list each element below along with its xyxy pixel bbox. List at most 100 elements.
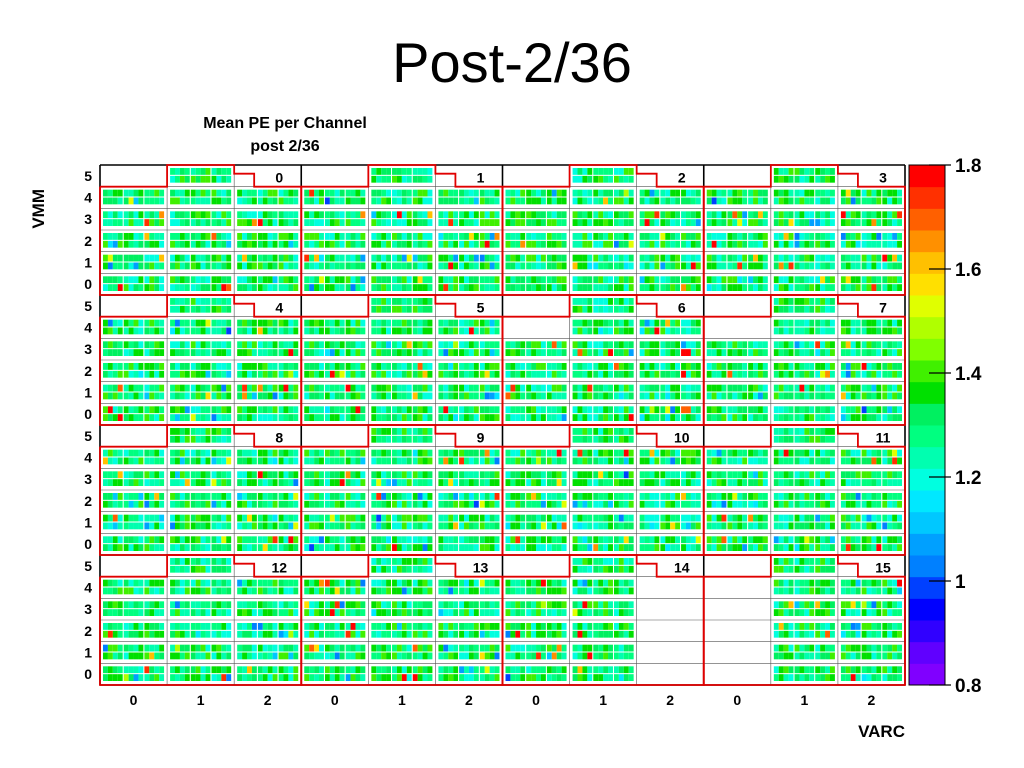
- heatmap-pixel: [211, 579, 217, 587]
- heatmap-pixel: [154, 197, 160, 205]
- heatmap-pixel: [211, 544, 217, 551]
- heatmap-pixel: [608, 189, 613, 197]
- heatmap-pixel: [825, 493, 830, 500]
- heatmap-pixel: [773, 544, 779, 551]
- heatmap-pixel: [216, 579, 222, 587]
- heatmap-pixel: [690, 544, 696, 551]
- heatmap-pixel: [639, 536, 645, 544]
- heatmap-pixel: [190, 471, 196, 479]
- heatmap-pixel: [304, 284, 310, 291]
- heatmap-pixel: [205, 587, 211, 595]
- heatmap-pixel: [628, 305, 634, 313]
- heatmap-pixel: [195, 428, 201, 435]
- heatmap-pixel: [324, 457, 330, 465]
- heatmap-pixel: [727, 544, 733, 551]
- heatmap-pixel: [406, 414, 412, 421]
- heatmap-pixel: [783, 197, 789, 205]
- heatmap-pixel: [154, 349, 160, 356]
- heatmap-pixel: [484, 449, 490, 457]
- heatmap-pixel: [406, 428, 412, 435]
- heatmap-pixel: [753, 189, 758, 197]
- heatmap-pixel: [855, 449, 861, 457]
- heatmap-pixel: [799, 189, 805, 197]
- heatmap-pixel: [582, 327, 588, 335]
- heatmap-pixel: [283, 262, 289, 270]
- heatmap-pixel: [422, 197, 428, 205]
- heatmap-pixel: [748, 370, 754, 378]
- heatmap-pixel: [778, 319, 784, 327]
- heatmap-pixel: [536, 254, 541, 262]
- heatmap-pixel: [556, 406, 562, 414]
- heatmap-pixel: [401, 428, 407, 435]
- heatmap-pixel: [783, 233, 789, 240]
- heatmap-pixel: [809, 284, 815, 291]
- heatmap-pixel: [159, 579, 165, 587]
- heatmap-pixel: [376, 406, 382, 414]
- heatmap-pixel: [788, 197, 794, 205]
- heatmap-pixel: [221, 327, 227, 335]
- heatmap-pixel: [572, 435, 578, 443]
- heatmap-pixel: [417, 284, 423, 291]
- heatmap-pixel: [412, 298, 418, 305]
- heatmap-pixel: [536, 189, 541, 197]
- heatmap-pixel: [443, 276, 449, 284]
- heatmap-cell: [304, 211, 366, 226]
- heatmap-pixel: [350, 449, 356, 457]
- heatmap-pixel: [670, 211, 676, 219]
- heatmap-pixel: [675, 233, 681, 240]
- heatmap-pixel: [179, 587, 185, 595]
- heatmap-pixel: [339, 197, 345, 205]
- heatmap-pixel: [144, 327, 150, 335]
- heatmap-pixel: [742, 471, 748, 479]
- heatmap-pixel: [644, 240, 650, 248]
- heatmap-pixel: [820, 168, 826, 175]
- heatmap-pixel: [598, 262, 604, 270]
- heatmap-pixel: [489, 449, 495, 457]
- heatmap-pixel: [670, 219, 676, 226]
- heatmap-pixel: [897, 219, 902, 226]
- heatmap-pixel: [670, 327, 676, 335]
- heatmap-pixel: [355, 219, 361, 226]
- heatmap-pixel: [329, 384, 335, 392]
- heatmap-pixel: [762, 219, 768, 226]
- heatmap-pixel: [392, 341, 397, 349]
- heatmap-pixel: [737, 284, 743, 291]
- heatmap-pixel: [242, 370, 248, 378]
- heatmap-pixel: [443, 536, 449, 544]
- heatmap-cell: [438, 319, 500, 335]
- heatmap-pixel: [840, 522, 846, 530]
- heatmap-pixel: [216, 262, 222, 270]
- heatmap-pixel: [329, 544, 335, 551]
- heatmap-pixel: [123, 327, 129, 335]
- heatmap-cell: [706, 471, 768, 486]
- heatmap-pixel: [639, 327, 645, 335]
- heatmap-pixel: [711, 262, 717, 270]
- heatmap-pixel: [221, 428, 227, 435]
- heatmap-pixel: [360, 370, 366, 378]
- heatmap-cell: [438, 233, 500, 248]
- heatmap-pixel: [211, 471, 217, 479]
- heatmap-pixel: [278, 327, 284, 335]
- heatmap-pixel: [737, 471, 743, 479]
- heatmap-pixel: [778, 449, 784, 457]
- heatmap-pixel: [138, 363, 144, 370]
- heatmap-pixel: [205, 298, 211, 305]
- heatmap-pixel: [773, 262, 779, 270]
- heatmap-pixel: [319, 211, 324, 219]
- heatmap-pixel: [221, 449, 227, 457]
- heatmap-pixel: [459, 514, 465, 522]
- heatmap-pixel: [159, 414, 165, 421]
- heatmap-pixel: [154, 630, 160, 638]
- heatmap-pixel: [520, 500, 526, 508]
- heatmap-pixel: [427, 262, 433, 270]
- heatmap-pixel: [603, 319, 609, 327]
- heatmap-pixel: [582, 276, 588, 284]
- heatmap-pixel: [608, 449, 613, 457]
- heatmap-pixel: [257, 500, 263, 508]
- heatmap-pixel: [103, 479, 108, 486]
- heatmap-pixel: [190, 392, 196, 400]
- heatmap-pixel: [815, 305, 821, 313]
- heatmap-cell: [371, 276, 433, 291]
- heatmap-pixel: [628, 211, 634, 219]
- heatmap-pixel: [334, 493, 340, 500]
